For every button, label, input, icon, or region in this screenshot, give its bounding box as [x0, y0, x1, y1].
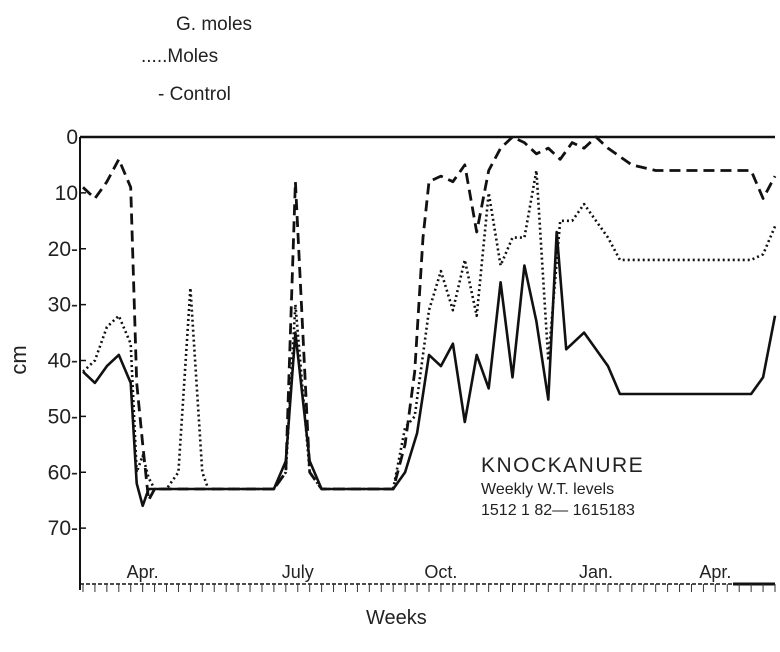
- y-ticks-group: 0 10 20- 30- 40- 50- 60- 70- cm: [6, 126, 86, 540]
- x-tick-label: Apr.: [127, 562, 159, 582]
- y-tick-label: 20-: [48, 238, 78, 261]
- y-tick-label: 40-: [48, 350, 78, 373]
- y-tick-label: 60-: [48, 461, 78, 484]
- chart-title: KNOCKANURE: [481, 454, 645, 477]
- chart-subtitle: Weekly W.T. levels: [481, 481, 615, 498]
- legend-item-control: - Control: [158, 84, 231, 105]
- legend-item-g-moles: G. moles: [176, 14, 253, 35]
- x-tick-label: Oct.: [424, 562, 457, 582]
- y-axis-title: cm: [6, 345, 31, 374]
- chart-title-block: KNOCKANURE Weekly W.T. levels 1512 1 82—…: [481, 454, 644, 520]
- x-tick-label: July: [282, 562, 314, 582]
- series-group: [82, 135, 777, 508]
- series-line-g-moles: [82, 135, 777, 502]
- axes-group: [79, 135, 776, 592]
- y-tick-label: 10: [55, 182, 78, 205]
- y-tick-label: 30-: [48, 294, 78, 317]
- x-tick-label: Apr.: [699, 562, 731, 582]
- x-ticks-group: Apr. July Oct. Jan. Apr.: [127, 562, 732, 582]
- y-tick-label: 70-: [48, 517, 78, 540]
- x-tick-label: Jan.: [579, 562, 613, 582]
- y-tick-label: 0: [66, 126, 78, 149]
- legend-item-moles: .....Moles: [141, 46, 219, 67]
- chart-date-range: 1512 1 82— 1615183: [481, 502, 635, 519]
- series-line-control: [82, 230, 777, 508]
- series-line-moles: [82, 169, 777, 491]
- y-tick-label: 50-: [48, 405, 78, 428]
- x-axis-title: Weeks: [366, 607, 427, 629]
